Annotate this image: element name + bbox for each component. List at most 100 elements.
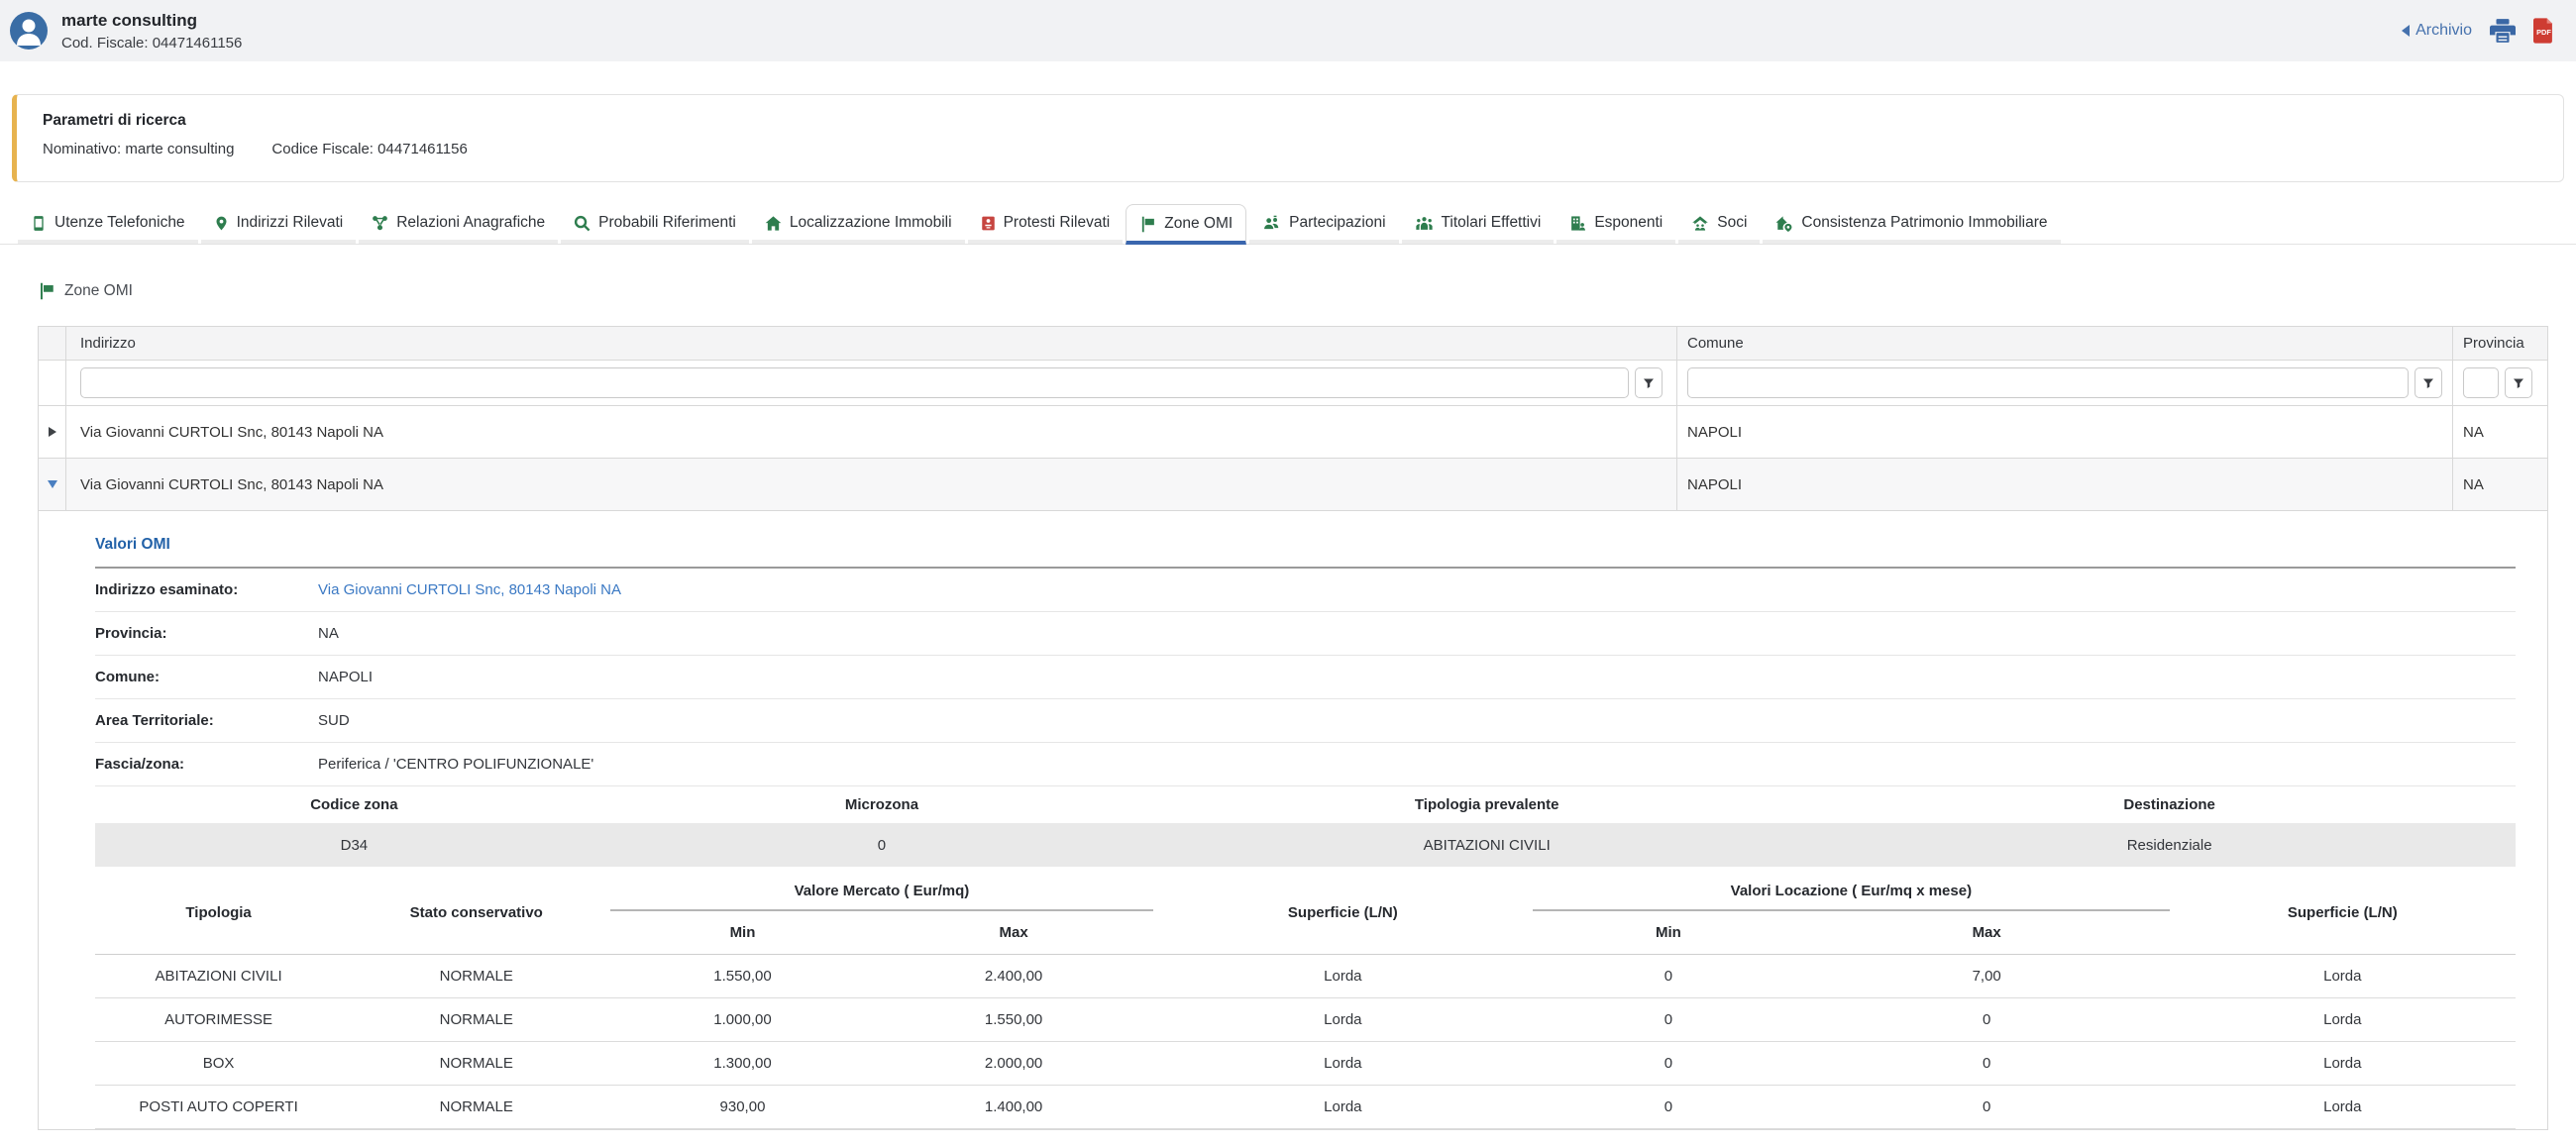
grid-filter-row: [39, 361, 2547, 406]
field-value: NAPOLI: [318, 669, 374, 685]
map-marker-icon: [214, 215, 229, 232]
tab-label: Partecipazioni: [1289, 214, 1386, 231]
cell-locazione-max: 0: [1803, 1085, 2170, 1129]
cell-provincia: NA: [2463, 475, 2484, 493]
filter-funnel-icon[interactable]: [2505, 367, 2532, 398]
cell-superficie-1: Lorda: [1152, 1041, 1534, 1086]
zone-col-microzona: Microzona: [844, 796, 919, 813]
values-sub-max-locazione: Max: [1972, 923, 2001, 941]
tab-label: Relazioni Anagrafiche: [396, 214, 546, 231]
expander-header-cell: [39, 327, 66, 360]
archivio-link[interactable]: Archivio: [2402, 22, 2472, 40]
zone-col-tipologia-prevalente: Tipologia prevalente: [1414, 796, 1559, 813]
tab-indirizzi-rilevati[interactable]: Indirizzi Rilevati: [200, 204, 357, 244]
tab-utenze-telefoniche[interactable]: Utenze Telefoniche: [18, 204, 198, 244]
filter-input-provincia[interactable]: [2463, 367, 2499, 398]
cell-superficie-2: Lorda: [2169, 954, 2516, 998]
valori-omi-panel: Valori OMI Indirizzo esaminato: Via Giov…: [39, 511, 2547, 1130]
table-row: BOX NORMALE 1.300,00 2.000,00 Lorda 0 0 …: [95, 1041, 2516, 1086]
tab-label: Localizzazione Immobili: [789, 214, 952, 231]
cell-provincia: NA: [2463, 423, 2484, 441]
field-label: Comune:: [95, 669, 160, 685]
company-header: marte consulting Cod. Fiscale: 044714611…: [61, 10, 242, 51]
cell-superficie-1: Lorda: [1152, 1085, 1534, 1129]
users-group-icon: [1415, 215, 1434, 232]
tab-soci[interactable]: Soci: [1678, 204, 1761, 244]
svg-text:PDF: PDF: [2536, 28, 2551, 37]
field-label: Fascia/zona:: [95, 756, 185, 773]
pdf-icon[interactable]: PDF: [2533, 18, 2554, 44]
filter-funnel-icon[interactable]: [2415, 367, 2442, 398]
tab-localizzazione-immobili[interactable]: Localizzazione Immobili: [751, 204, 965, 244]
house-users-icon: [1691, 215, 1709, 232]
expand-row-icon[interactable]: [48, 427, 56, 437]
cell-superficie-1: Lorda: [1152, 997, 1534, 1042]
tab-consistenza-patrimonio[interactable]: Consistenza Patrimonio Immobiliare: [1763, 204, 2061, 244]
cell-locazione-min: 0: [1533, 997, 1804, 1042]
cell-tipologia: POSTI AUTO COPERTI: [95, 1085, 343, 1129]
zone-value-microzona: 0: [612, 823, 1151, 867]
tab-partecipazioni[interactable]: Partecipazioni: [1249, 204, 1399, 244]
field-label: Indirizzo esaminato:: [95, 581, 239, 598]
omi-values-table: Tipologia Stato conservativo Valore Merc…: [95, 867, 2516, 1129]
tab-probabili-riferimenti[interactable]: Probabili Riferimenti: [561, 204, 749, 244]
cell-indirizzo: Via Giovanni CURTOLI Snc, 80143 Napoli N…: [66, 459, 1677, 510]
flag-icon: [1139, 216, 1156, 233]
tab-zone-omi[interactable]: Zone OMI: [1126, 204, 1247, 245]
table-row: POSTI AUTO COPERTI NORMALE 930,00 1.400,…: [95, 1085, 2516, 1129]
tab-label: Utenze Telefoniche: [54, 214, 185, 231]
zone-col-destinazione: Destinazione: [2123, 796, 2215, 813]
cell-tipologia: AUTORIMESSE: [95, 997, 343, 1042]
cell-mercato-max: 1.550,00: [874, 997, 1153, 1042]
cell-stato: NORMALE: [342, 997, 611, 1042]
detail-field-row: Indirizzo esaminato: Via Giovanni CURTOL…: [95, 569, 2516, 612]
cell-superficie-2: Lorda: [2169, 997, 2516, 1042]
field-value: SUD: [318, 712, 350, 729]
values-group-locazione: Valori Locazione ( Eur/mq x mese): [1533, 867, 2170, 911]
zone-code-table: Codice zona Microzona Tipologia prevalen…: [95, 786, 2516, 867]
user-avatar-icon: [10, 12, 48, 50]
cell-tipologia: BOX: [95, 1041, 343, 1086]
cell-superficie-1: Lorda: [1152, 954, 1534, 998]
tab-label: Soci: [1717, 214, 1748, 231]
values-col-stato: Stato conservativo: [409, 904, 543, 922]
zone-omi-grid: Indirizzo Comune Provincia: [38, 326, 2548, 1130]
tab-label: Probabili Riferimenti: [598, 214, 736, 231]
protest-badge-icon: [981, 215, 996, 232]
column-header-provincia[interactable]: Provincia: [2463, 335, 2524, 352]
filter-input-comune[interactable]: [1687, 367, 2409, 398]
company-name: marte consulting: [61, 11, 197, 31]
search-icon: [574, 215, 590, 232]
collapse-row-icon[interactable]: [47, 480, 57, 488]
tab-esponenti[interactable]: Esponenti: [1556, 204, 1676, 244]
cell-comune: NAPOLI: [1677, 459, 2453, 510]
topbar: marte consulting Cod. Fiscale: 044714611…: [0, 0, 2576, 61]
tab-label: Indirizzi Rilevati: [236, 214, 344, 231]
cell-mercato-max: 1.400,00: [874, 1085, 1153, 1129]
zone-omi-section-title: Zone OMI: [38, 282, 2576, 300]
cell-locazione-max: 0: [1803, 1041, 2170, 1086]
search-params-codice-fiscale: Codice Fiscale: 04471461156: [271, 141, 468, 157]
building-person-icon: [1569, 215, 1586, 232]
tab-protesti-rilevati[interactable]: Protesti Rilevati: [967, 204, 1124, 244]
search-params-box: Parametri di ricerca Nominativo: marte c…: [12, 94, 2564, 182]
tab-label: Titolari Effettivi: [1441, 214, 1542, 231]
column-header-comune[interactable]: Comune: [1677, 327, 2453, 360]
values-group-mercato: Valore Mercato ( Eur/mq): [610, 867, 1153, 911]
filter-input-indirizzo[interactable]: [80, 367, 1629, 398]
cell-mercato-min: 1.550,00: [610, 954, 875, 998]
printer-icon[interactable]: [2490, 19, 2516, 43]
cell-stato: NORMALE: [342, 1085, 611, 1129]
zone-value-destinazione: Residenziale: [1823, 823, 2516, 867]
zone-col-codice: Codice zona: [310, 796, 398, 813]
tab-relazioni-anagrafiche[interactable]: Relazioni Anagrafiche: [359, 204, 559, 244]
chevron-left-icon: [2402, 25, 2411, 37]
filter-funnel-icon[interactable]: [1635, 367, 1663, 398]
column-header-indirizzo[interactable]: Indirizzo: [66, 327, 1677, 360]
cell-locazione-max: 0: [1803, 997, 2170, 1042]
cell-locazione-min: 0: [1533, 954, 1804, 998]
indirizzo-esaminato-link[interactable]: Via Giovanni CURTOLI Snc, 80143 Napoli N…: [318, 581, 621, 598]
tab-label: Esponenti: [1594, 214, 1664, 231]
tab-titolari-effettivi[interactable]: Titolari Effettivi: [1401, 204, 1555, 244]
